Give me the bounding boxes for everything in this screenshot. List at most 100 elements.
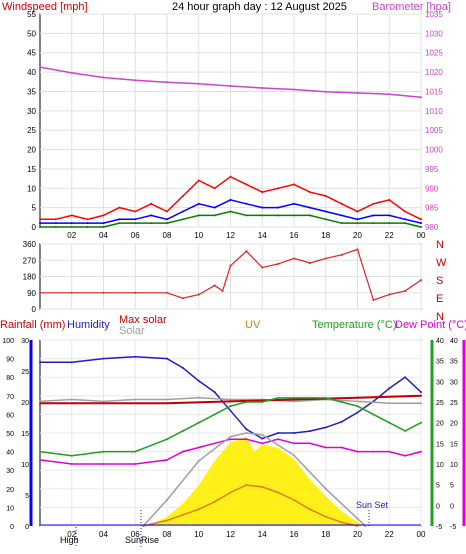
wind-tick-label: 30 bbox=[27, 107, 36, 116]
solar-line-point bbox=[70, 398, 73, 401]
max-solar-curve-point bbox=[261, 433, 264, 436]
avg-point bbox=[213, 206, 216, 209]
humidity-label: Humidity bbox=[67, 319, 110, 331]
temperature-point bbox=[308, 396, 311, 399]
max-solar-label: Max solar bbox=[119, 314, 167, 326]
humidity-point bbox=[324, 426, 327, 429]
x-tick-label: 02 bbox=[67, 231, 76, 240]
x-tick-label: 00 bbox=[417, 231, 426, 240]
page-title: 24 hour graph day : 12 August 2025 bbox=[172, 1, 347, 13]
max-solar-curve-point bbox=[166, 498, 168, 501]
high-marker: High bbox=[60, 535, 79, 545]
wind-tick-label: 0 bbox=[32, 223, 37, 232]
temperature-point bbox=[181, 429, 184, 432]
temperature-point bbox=[324, 396, 327, 399]
dew-point-point bbox=[324, 446, 327, 449]
solar-line-point bbox=[39, 400, 41, 403]
avg-point bbox=[404, 218, 407, 221]
solar-line-point bbox=[166, 398, 168, 401]
avg-point bbox=[420, 222, 422, 225]
temperature-point bbox=[39, 450, 41, 453]
avg-point bbox=[308, 206, 311, 209]
wind-tick-label: 15 bbox=[27, 165, 36, 174]
low-point bbox=[150, 222, 153, 225]
barometer-tick-label: 1000 bbox=[425, 146, 443, 155]
humidity-point bbox=[277, 432, 280, 434]
low-point bbox=[372, 222, 375, 225]
wind-tick-label: 25 bbox=[27, 126, 36, 135]
max-solar-curve-point bbox=[245, 432, 248, 434]
x-tick-label: 10 bbox=[194, 231, 203, 240]
uv-point bbox=[245, 484, 248, 487]
temp-tick-label: 40 bbox=[436, 338, 444, 345]
direction-point bbox=[197, 293, 200, 296]
solar-line-point bbox=[134, 398, 137, 401]
dew-point-point bbox=[308, 442, 311, 445]
x-tick-label: 20 bbox=[353, 231, 362, 240]
direction-point bbox=[340, 253, 343, 256]
low-point bbox=[293, 214, 295, 217]
avg-point bbox=[324, 210, 327, 213]
max-solar-curve-line bbox=[142, 432, 366, 527]
direction-line bbox=[40, 248, 422, 301]
humidity-tick-label: 50 bbox=[6, 431, 14, 438]
uv-label: UV bbox=[245, 319, 261, 331]
low-point bbox=[197, 214, 200, 217]
uv-point bbox=[181, 513, 184, 516]
avg-point bbox=[86, 222, 89, 225]
direction-point bbox=[277, 262, 280, 265]
temperature-point bbox=[420, 421, 422, 424]
wind-tick-label: 35 bbox=[27, 87, 36, 96]
avg-point bbox=[388, 214, 391, 217]
direction-point bbox=[181, 297, 184, 300]
x-tick-label: 08 bbox=[163, 530, 172, 539]
uv-point bbox=[293, 498, 295, 501]
climate-x-ticks: 02 04 06 08 10 12 14 16 18 20 22 00 bbox=[67, 530, 426, 539]
direction-tick-label: 180 bbox=[23, 273, 37, 282]
temperature-point bbox=[245, 401, 248, 403]
barometer-tick-label: 1035 bbox=[425, 10, 443, 19]
barometer-tick-label: 985 bbox=[425, 204, 439, 213]
rain-tick-label: 25 bbox=[21, 369, 29, 376]
direction-point bbox=[245, 250, 248, 253]
gust-point bbox=[181, 195, 184, 198]
direction-point bbox=[134, 291, 137, 294]
avg-point bbox=[261, 206, 264, 209]
rain-tick-label: 10 bbox=[21, 462, 29, 469]
low-point bbox=[388, 222, 391, 225]
dew-tick-label: 20 bbox=[450, 421, 458, 428]
gust-point bbox=[372, 202, 375, 205]
avg-point bbox=[134, 218, 137, 221]
uv-point bbox=[277, 491, 280, 494]
direction-point bbox=[229, 264, 232, 267]
temperature-point bbox=[102, 450, 105, 453]
humidity-tick-label: 40 bbox=[6, 450, 14, 457]
x-tick-label: 20 bbox=[353, 530, 362, 539]
temperature-point bbox=[293, 396, 295, 399]
temperature-point bbox=[261, 401, 264, 403]
dew-point-point bbox=[372, 450, 375, 453]
uv-point bbox=[213, 500, 216, 503]
direction-point bbox=[388, 293, 391, 296]
dew-point-point bbox=[166, 458, 168, 461]
barometer-point bbox=[324, 90, 327, 93]
solar-line-point bbox=[293, 400, 295, 403]
gust-point bbox=[134, 210, 137, 213]
direction-point bbox=[102, 291, 105, 294]
temperature-label: Temperature (°C) bbox=[312, 319, 396, 331]
dew-point-point bbox=[340, 446, 343, 449]
humidity-point bbox=[404, 376, 407, 379]
dew-point-point bbox=[229, 438, 232, 441]
barometer-tick-label: 1025 bbox=[425, 49, 443, 58]
low-point bbox=[102, 226, 105, 228]
avg-point bbox=[229, 198, 232, 201]
avg-point bbox=[70, 222, 73, 225]
x-tick-label: 06 bbox=[131, 530, 140, 539]
max-solar-point bbox=[39, 402, 41, 405]
sunset-marker: Sun Set bbox=[356, 500, 389, 510]
avg-point bbox=[39, 222, 41, 225]
gust-point bbox=[229, 175, 232, 178]
temp-tick-label: 20 bbox=[436, 421, 444, 428]
direction-point bbox=[404, 289, 407, 292]
dew-tick-label: 15 bbox=[450, 441, 458, 448]
